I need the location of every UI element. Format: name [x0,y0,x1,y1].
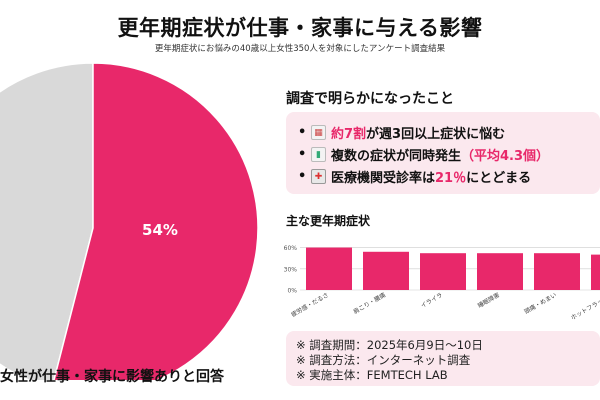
finding-text: 複数の症状が同時発生 [331,149,462,164]
pie-data-label: 54% [142,221,178,239]
bar-chart: 0% 30% 60% 疲労感・だるさ 肩こり・腰痛 イライラ 睡眠障害 頭痛・めまい ホットフラ… [284,245,600,322]
bar-2 [363,251,409,290]
x-tick-label: 疲労感・だるさ [290,291,330,319]
note-method: ※ 調査方法：インターネット調査 [296,353,471,367]
x-tick-label: 肩こり・腰痛 [352,291,387,316]
bar-3 [420,253,466,290]
hospital-icon: ✚ [311,169,326,184]
bar-chart-title: 主な更年期症状 [286,214,371,228]
note-organizer: ※ 実施主体：FEMTECH LAB [296,368,448,382]
note-period: ※ 調査期間：2025年6月9日〜10日 [296,338,483,352]
pie-slice-affected [53,62,259,380]
bar-5 [534,253,580,290]
findings-title: 調査で明らかになったこと [286,91,454,107]
finding-highlight: （平均4.3個） [461,149,550,164]
bullet: • [298,169,307,184]
finding-text: が週3回以上症状に悩む [366,127,506,142]
finding-item-1: • ▦ 約7割 が週3回以上症状に悩む [298,123,505,142]
y-tick-label: 60% [284,245,298,252]
bar-4 [477,253,523,290]
calendar-icon: ▦ [311,125,326,140]
chart-icon: ▮ [311,147,326,162]
pie-slice-other [0,62,94,380]
y-tick-label: 30% [284,266,298,273]
page-subtitle: 更年期症状にお悩みの40歳以上女性350人を対象にしたアンケート調査結果 [154,44,446,54]
finding-item-3: • ✚ 医療機関受診率は 21％ にとどまる [298,167,531,186]
pie-caption: 女性が仕事・家事に影響ありと回答 [0,369,224,385]
finding-text: にとどまる [466,171,532,186]
finding-item-2: • ▮ 複数の症状が同時発生 （平均4.3個） [298,145,549,164]
finding-highlight: 約7割 [331,127,367,142]
x-tick-label: 睡眠障害 [476,291,501,310]
bullet: • [298,147,307,162]
x-tick-label: ホットフラッシュ [570,292,600,322]
page-title: 更年期症状が仕事・家事に与える影響 [117,16,483,40]
bar-6 [591,254,600,290]
bullet: • [298,125,307,140]
notes-box: ※ 調査期間：2025年6月9日〜10日 ※ 調査方法：インターネット調査 ※ … [286,331,600,386]
findings-box: • ▦ 約7割 が週3回以上症状に悩む • ▮ 複数の症状が同時発生 （平均4.… [286,112,600,194]
y-tick-label: 0% [287,288,297,295]
x-tick-label: イライラ [420,292,444,310]
finding-text: 医療機関受診率は [331,171,436,186]
pie-chart: 54% [0,62,259,380]
finding-highlight: 21％ [435,171,467,186]
bar-1 [306,247,352,290]
x-tick-label: 頭痛・めまい [523,291,558,316]
